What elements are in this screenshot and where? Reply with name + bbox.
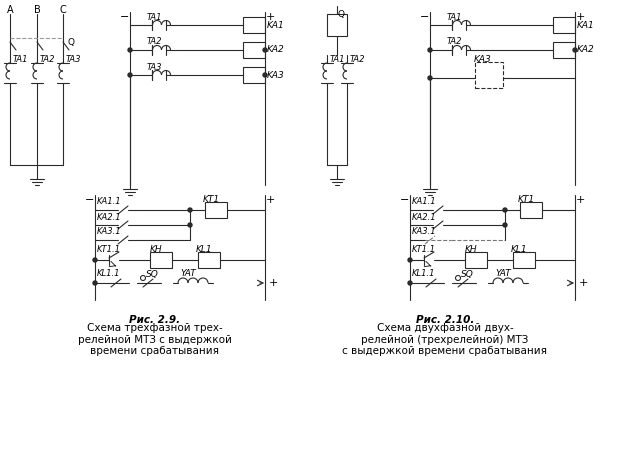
- Text: KA1.1: KA1.1: [412, 197, 437, 207]
- Text: −: −: [120, 12, 130, 22]
- Bar: [475, 62, 503, 88]
- Bar: [243, 42, 265, 58]
- Circle shape: [428, 76, 432, 80]
- Text: TA2: TA2: [147, 38, 161, 47]
- Bar: [205, 202, 227, 218]
- Text: KA1: KA1: [577, 21, 595, 29]
- Text: KA2: KA2: [267, 45, 285, 55]
- Text: KT1: KT1: [518, 196, 535, 205]
- Text: KL1: KL1: [511, 245, 528, 255]
- Text: C: C: [60, 5, 66, 15]
- Text: TA1: TA1: [330, 55, 345, 64]
- Bar: [327, 14, 347, 36]
- Circle shape: [573, 48, 577, 52]
- Text: +: +: [579, 278, 588, 288]
- Bar: [553, 42, 575, 58]
- Text: Схема двухфазной двух-
релейной (трехрелейной) МТЗ
с выдержкой времени срабатыва: Схема двухфазной двух- релейной (трехрел…: [343, 323, 548, 356]
- Circle shape: [93, 281, 97, 285]
- Bar: [465, 252, 487, 268]
- Circle shape: [188, 208, 192, 212]
- Text: KH: KH: [150, 245, 163, 255]
- Text: +: +: [265, 195, 274, 205]
- Text: KL1.1: KL1.1: [412, 269, 435, 278]
- Text: KA2.1: KA2.1: [97, 213, 122, 222]
- Text: TA3: TA3: [147, 62, 161, 71]
- Text: +: +: [269, 278, 278, 288]
- Text: TA2: TA2: [40, 55, 55, 64]
- Circle shape: [428, 48, 432, 52]
- Text: KA3.1: KA3.1: [97, 228, 122, 236]
- Text: KA2: KA2: [577, 45, 595, 55]
- Bar: [243, 67, 265, 83]
- Circle shape: [503, 208, 507, 212]
- Bar: [198, 252, 220, 268]
- Text: KA2.1: KA2.1: [412, 213, 437, 222]
- Text: YAT: YAT: [495, 269, 510, 278]
- Text: Рис. 2.9.: Рис. 2.9.: [129, 315, 181, 325]
- Text: SQ: SQ: [461, 269, 474, 278]
- Bar: [513, 252, 535, 268]
- Text: KL1: KL1: [196, 245, 212, 255]
- Circle shape: [188, 223, 192, 227]
- Text: TA1: TA1: [147, 12, 161, 22]
- Text: KA3: KA3: [474, 55, 492, 65]
- Circle shape: [263, 73, 267, 77]
- Bar: [150, 252, 172, 268]
- Text: Схема трехфазной трех-
релейной МТЗ с выдержкой
времени срабатывания: Схема трехфазной трех- релейной МТЗ с вы…: [78, 323, 232, 356]
- Text: KA3: KA3: [267, 71, 285, 80]
- Circle shape: [128, 48, 132, 52]
- Text: SQ: SQ: [146, 269, 159, 278]
- Circle shape: [408, 258, 412, 262]
- Bar: [520, 202, 542, 218]
- Text: −: −: [401, 195, 410, 205]
- Text: +: +: [575, 12, 585, 22]
- Text: +: +: [265, 12, 274, 22]
- Text: Q: Q: [337, 10, 344, 18]
- Text: KT1: KT1: [203, 196, 220, 205]
- Text: +: +: [575, 195, 585, 205]
- Text: B: B: [34, 5, 40, 15]
- Text: KH: KH: [465, 245, 478, 255]
- Text: Рис. 2.10.: Рис. 2.10.: [416, 315, 474, 325]
- Circle shape: [93, 258, 97, 262]
- Text: KA3.1: KA3.1: [412, 228, 437, 236]
- Text: TA1: TA1: [446, 12, 462, 22]
- Text: KT1.1: KT1.1: [412, 245, 436, 255]
- Text: KA1: KA1: [267, 21, 285, 29]
- Circle shape: [408, 281, 412, 285]
- Text: YAT: YAT: [180, 269, 196, 278]
- Text: TA2: TA2: [446, 38, 462, 47]
- Text: TA3: TA3: [66, 55, 81, 64]
- Text: A: A: [7, 5, 13, 15]
- Text: KA1.1: KA1.1: [97, 197, 122, 207]
- Text: TA1: TA1: [13, 55, 29, 64]
- Circle shape: [128, 73, 132, 77]
- Text: −: −: [85, 195, 94, 205]
- Text: KT1.1: KT1.1: [97, 245, 121, 255]
- Text: KL1.1: KL1.1: [97, 269, 120, 278]
- Bar: [243, 17, 265, 33]
- Text: Q: Q: [68, 38, 75, 47]
- Text: −: −: [420, 12, 430, 22]
- Bar: [553, 17, 575, 33]
- Circle shape: [263, 48, 267, 52]
- Circle shape: [503, 223, 507, 227]
- Text: TA2: TA2: [350, 55, 366, 64]
